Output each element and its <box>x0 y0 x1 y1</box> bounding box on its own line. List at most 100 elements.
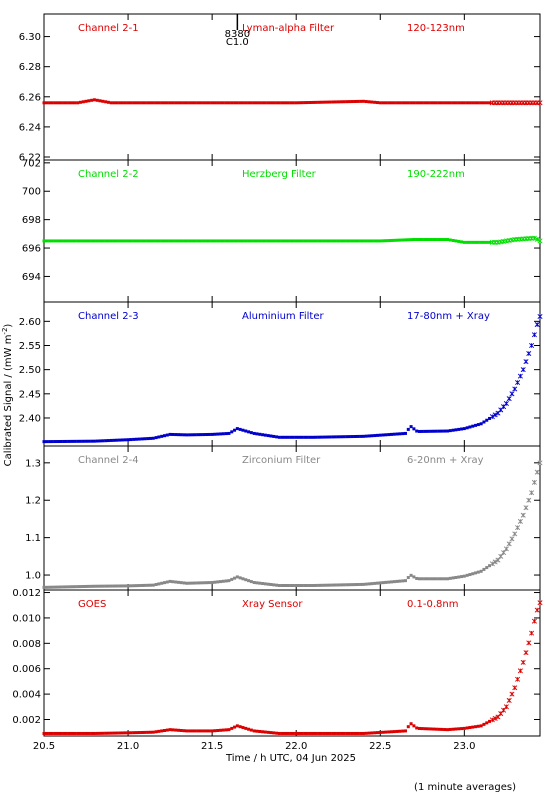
data-point <box>67 731 71 735</box>
data-point <box>207 101 211 105</box>
data-point <box>90 239 94 243</box>
data-point <box>112 438 116 442</box>
data-point <box>196 101 200 105</box>
data-point <box>151 436 155 440</box>
data-point <box>196 433 200 437</box>
data-point <box>157 729 161 733</box>
data-point <box>300 435 304 439</box>
data-point <box>255 729 259 733</box>
data-point <box>213 239 217 243</box>
data-point <box>359 99 363 103</box>
data-point <box>446 728 450 732</box>
data-point <box>460 427 464 431</box>
data-point <box>403 431 407 435</box>
data-point <box>101 584 105 588</box>
y-tick-label: 0.004 <box>12 690 41 701</box>
data-point <box>370 731 374 735</box>
data-point <box>460 101 464 105</box>
data-point <box>191 433 195 437</box>
data-points <box>42 600 543 735</box>
data-point <box>367 582 371 586</box>
data-point <box>482 420 486 424</box>
data-point <box>300 101 304 105</box>
data-point <box>140 583 144 587</box>
data-point <box>479 101 483 105</box>
data-point <box>308 731 312 735</box>
data-point <box>359 731 363 735</box>
data-point <box>123 239 127 243</box>
data-point <box>291 239 295 243</box>
data-point <box>50 101 54 105</box>
data-point <box>219 239 223 243</box>
data-point <box>331 731 335 735</box>
data-point <box>515 525 521 531</box>
data-point <box>474 725 478 729</box>
data-point <box>347 435 351 439</box>
data-point <box>375 239 379 243</box>
x-tick-label: 21.0 <box>117 741 139 752</box>
data-point <box>241 101 245 105</box>
data-point <box>216 432 220 436</box>
data-point <box>210 581 214 585</box>
data-point <box>210 101 214 105</box>
data-point <box>241 726 245 730</box>
data-point <box>476 423 480 427</box>
data-point <box>205 101 209 105</box>
data-point <box>53 239 57 243</box>
data-point <box>488 719 492 723</box>
data-point <box>492 559 498 565</box>
data-point <box>280 101 284 105</box>
data-point <box>333 435 337 439</box>
data-point <box>78 585 82 589</box>
data-point <box>465 726 469 730</box>
data-point <box>104 731 108 735</box>
data-point <box>143 437 147 441</box>
data-point <box>191 581 195 585</box>
data-point <box>132 584 136 588</box>
data-point <box>283 584 287 588</box>
data-point <box>53 440 57 444</box>
data-point <box>179 101 183 105</box>
data-point <box>471 240 475 244</box>
data-point <box>526 497 532 503</box>
data-point <box>81 585 85 589</box>
data-point <box>454 575 458 579</box>
data-point <box>523 359 529 365</box>
data-point <box>165 728 169 732</box>
data-point <box>258 581 262 585</box>
data-point <box>165 433 169 437</box>
data-point <box>325 435 329 439</box>
data-point <box>98 584 102 588</box>
data-point <box>426 429 430 433</box>
data-point <box>468 573 472 577</box>
data-point <box>277 731 281 735</box>
data-point <box>331 100 335 104</box>
data-point <box>534 236 540 242</box>
data-point <box>432 101 436 105</box>
data-point <box>406 101 410 105</box>
data-point <box>440 429 444 433</box>
data-point <box>168 432 172 436</box>
data-point <box>448 727 452 731</box>
data-point <box>319 731 323 735</box>
data-point <box>443 238 447 242</box>
data-point <box>333 731 337 735</box>
data-point <box>202 239 206 243</box>
panel-5: 0.002 0.004 0.006 0.008 0.010 0.012 GOES Xray S… <box>12 588 543 737</box>
data-point <box>188 433 192 437</box>
data-point <box>381 581 385 585</box>
data-point <box>471 572 475 576</box>
data-point <box>373 100 377 104</box>
data-point <box>137 239 141 243</box>
data-point <box>42 585 46 589</box>
data-point <box>193 433 197 437</box>
data-points <box>42 460 543 589</box>
data-point <box>182 101 186 105</box>
data-point <box>291 731 295 735</box>
data-point <box>387 730 391 734</box>
data-point <box>84 439 88 443</box>
data-point <box>308 435 312 439</box>
data-point <box>534 469 540 475</box>
panels: 6.22 6.24 6.26 6.28 6.30 Channel 2-1 Lyman-alp… <box>12 13 543 737</box>
data-point <box>219 580 223 584</box>
